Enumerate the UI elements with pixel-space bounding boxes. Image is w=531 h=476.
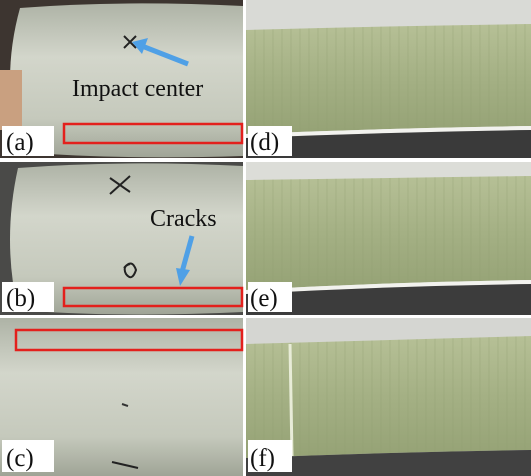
panel-d: (d) <box>246 0 531 158</box>
panel-label: (b) <box>6 285 35 312</box>
panel-c: (c) <box>0 318 243 476</box>
annotation: Cracks <box>150 206 217 232</box>
panel-a: Impact center (a) <box>0 0 243 158</box>
panel-label: (e) <box>250 285 278 312</box>
panel-label: (c) <box>6 445 34 472</box>
annotation: Impact center <box>72 76 203 102</box>
panel-label: (f) <box>250 445 275 472</box>
panel-label: (d) <box>250 129 279 156</box>
panel-e: (e) <box>246 162 531 315</box>
panel-b: Cracks (b) <box>0 162 243 315</box>
figure: Impact center (a) Cracks (b) (c) (d) <box>0 0 531 476</box>
panel-f: (f) <box>246 318 531 476</box>
panel-label: (a) <box>6 129 34 156</box>
